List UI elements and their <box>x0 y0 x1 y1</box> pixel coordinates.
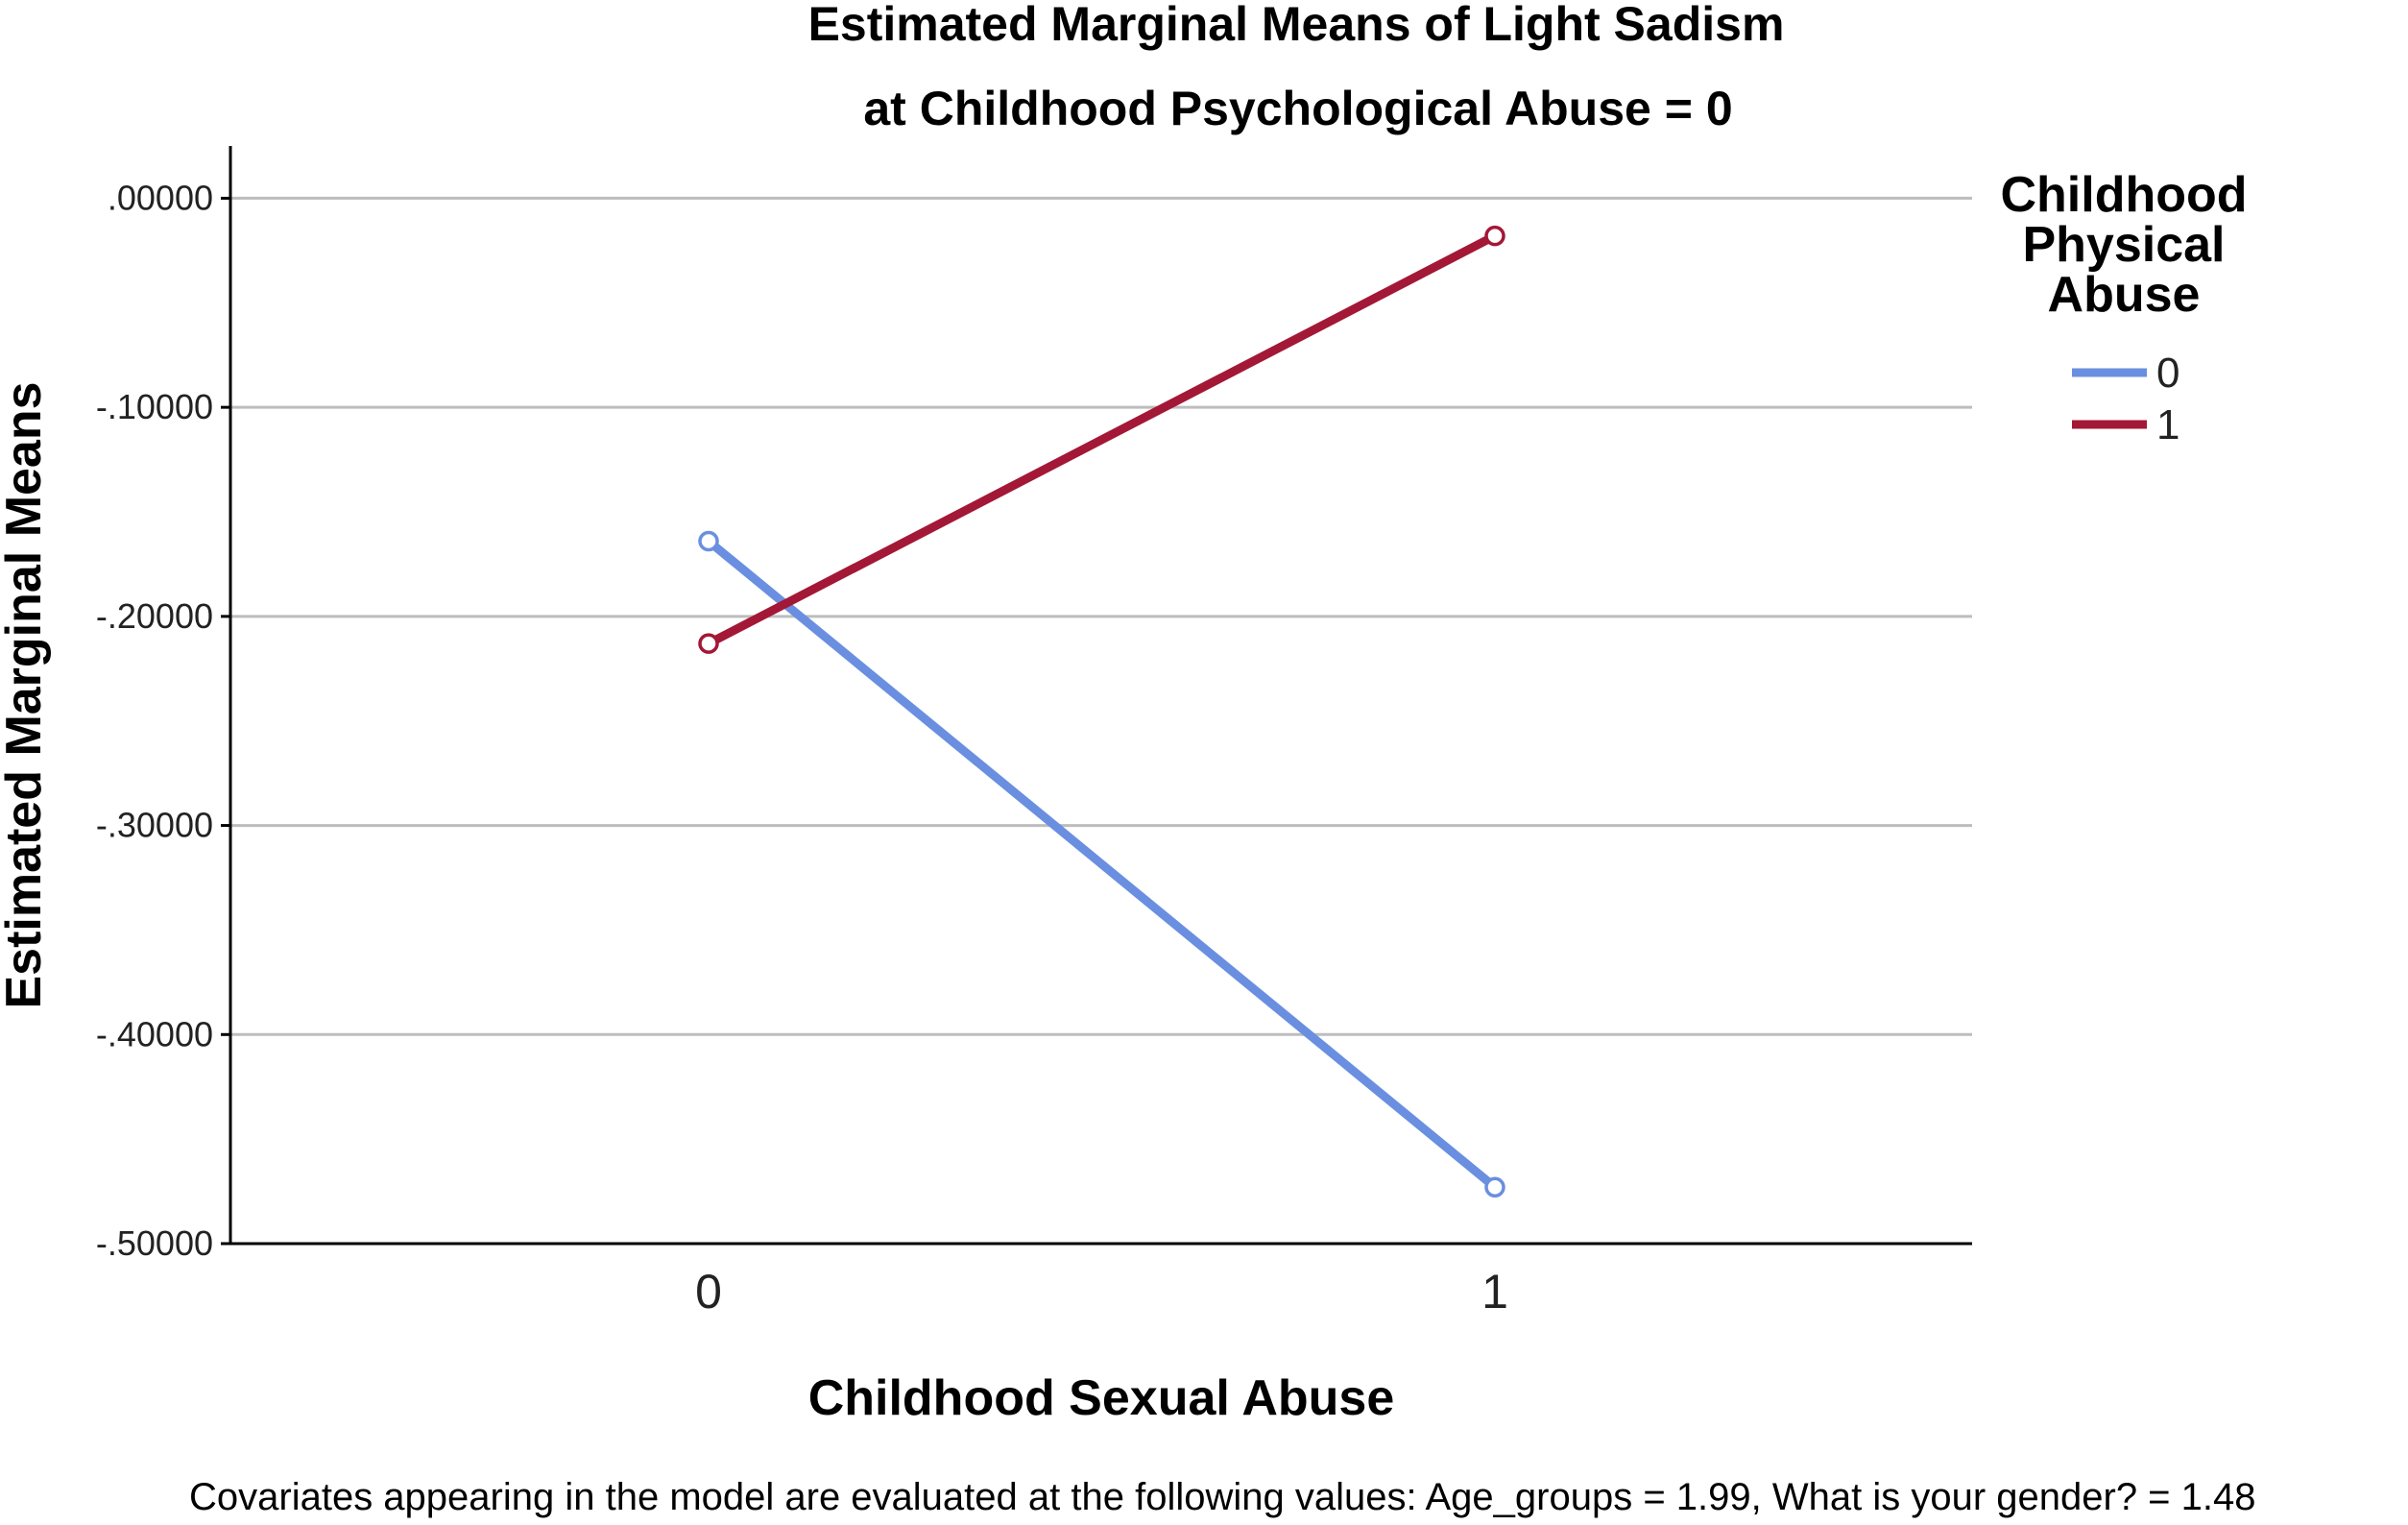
data-point <box>698 530 719 552</box>
y-tick-label: -.40000 <box>96 1014 213 1053</box>
series-layer <box>698 225 1505 1198</box>
data-point <box>1484 225 1505 247</box>
series-line <box>704 231 1500 648</box>
footnote: Covariates appearing in the model are ev… <box>189 1476 2256 1518</box>
x-axis-title: Childhood Sexual Abuse <box>808 1370 1395 1426</box>
x-tick-label: 0 <box>695 1265 722 1319</box>
data-point <box>1484 1176 1505 1198</box>
legend-label: 1 <box>2156 401 2179 448</box>
chart-subtitle: at Childhood Psychological Abuse = 0 <box>863 82 1732 135</box>
y-tick-label: .00000 <box>108 178 213 217</box>
y-tick-label: -.10000 <box>96 387 213 426</box>
legend-label: 0 <box>2156 350 2179 397</box>
y-axis-ticks: .00000 -.10000 -.20000 -.30000 -.40000 -.5000… <box>96 178 230 1263</box>
data-point <box>698 633 719 654</box>
chart-title: Estimated Marginal Means of Light Sadism <box>808 0 1785 51</box>
y-tick-label: -.20000 <box>96 596 213 636</box>
series-1 <box>698 225 1505 654</box>
y-axis-title: Estimated Marginal Means <box>0 381 52 1008</box>
legend-title-line-3: Abuse <box>2048 267 2201 323</box>
x-tick-label: 1 <box>1481 1265 1508 1319</box>
legend: Childhood Physical Abuse 01 <box>2000 167 2247 448</box>
legend-title-line-2: Physical <box>2022 217 2225 273</box>
gridlines <box>230 196 1972 1036</box>
legend-title-line-1: Childhood <box>2000 167 2247 223</box>
legend-items: 01 <box>2072 350 2179 448</box>
y-tick-label: -.30000 <box>96 806 213 845</box>
series-0 <box>698 530 1505 1198</box>
series-line <box>704 536 1500 1192</box>
y-tick-label: -.50000 <box>96 1223 213 1263</box>
